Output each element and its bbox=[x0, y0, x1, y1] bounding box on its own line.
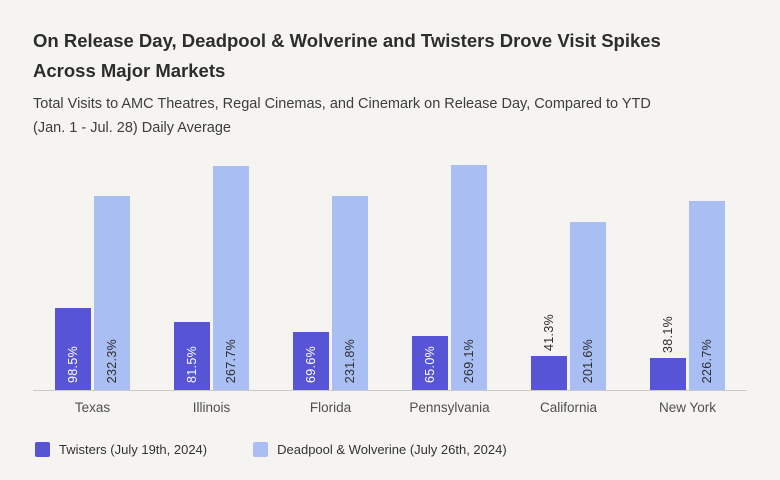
category-label-new-york: New York bbox=[658, 400, 717, 415]
legend-label-twisters: Twisters (July 19th, 2024) bbox=[59, 442, 208, 457]
legend-item-twisters: Twisters (July 19th, 2024) bbox=[35, 442, 207, 457]
bar-value-label: 269.1% bbox=[462, 338, 476, 383]
bar-deadpool-wolverine-california: 201.6% bbox=[570, 221, 606, 390]
plot-area: 98.5% 232.3% 81.5% 267.7% 69.6% 231.8% 65.0% 26… bbox=[33, 156, 747, 391]
category-label-texas: Texas bbox=[74, 400, 111, 415]
bar-value-label: 65.0% bbox=[423, 346, 437, 383]
category-label-pennsylvania: Pennsylvania bbox=[409, 400, 490, 415]
bar-deadpool-wolverine-new-york: 226.7% bbox=[689, 200, 725, 390]
bar-chart: 98.5% 232.3% 81.5% 267.7% 69.6% 231.8% 65.0% 26… bbox=[33, 156, 747, 415]
bar-group-florida: 69.6% 231.8% bbox=[293, 196, 368, 390]
bar-deadpool-wolverine-illinois: 267.7% bbox=[213, 166, 249, 390]
chart-subtitle-line2: (Jan. 1 - Jul. 28) Daily Average bbox=[33, 120, 231, 136]
bar-twisters-illinois: 81.5% bbox=[174, 321, 210, 390]
bar-group-texas: 98.5% 232.3% bbox=[55, 195, 130, 390]
category-label-illinois: Illinois bbox=[192, 400, 231, 415]
bar-deadpool-wolverine-pennsylvania: 269.1% bbox=[451, 165, 487, 390]
bar-value-label: 38.1% bbox=[661, 316, 675, 354]
bar-twisters-new-york: 38.1% bbox=[650, 316, 686, 390]
page-title: On Release Day, Deadpool & Wolverine and… bbox=[33, 26, 747, 86]
bar-twisters-texas: 98.5% bbox=[55, 307, 91, 390]
category-label-florida: Florida bbox=[309, 400, 352, 415]
bar-value-label: 98.5% bbox=[66, 346, 80, 383]
page-title-line2: Across Major Markets bbox=[33, 60, 226, 81]
bar-value-label: 231.8% bbox=[343, 338, 357, 383]
bar-value-label: 81.5% bbox=[185, 346, 199, 383]
legend-swatch-twisters bbox=[35, 442, 50, 457]
legend-label-deadpool-wolverine: Deadpool & Wolverine (July 26th, 2024) bbox=[277, 442, 507, 457]
bar-twisters-florida: 69.6% bbox=[293, 331, 329, 390]
bar-value-label: 226.7% bbox=[700, 338, 714, 383]
chart-subtitle: Total Visits to AMC Theatres, Regal Cine… bbox=[33, 92, 747, 140]
bar-value-label: 41.3% bbox=[542, 313, 556, 351]
bar-group-pennsylvania: 65.0% 269.1% bbox=[412, 165, 487, 390]
chart-subtitle-line1: Total Visits to AMC Theatres, Regal Cine… bbox=[33, 96, 651, 112]
bar-group-california: 41.3% 201.6% bbox=[531, 221, 606, 390]
bar-group-new-york: 38.1% 226.7% bbox=[650, 200, 725, 390]
bar-value-label: 267.7% bbox=[224, 338, 238, 383]
category-axis: Texas Illinois Florida Pennsylvania Californ… bbox=[33, 400, 747, 415]
legend-item-deadpool-wolverine: Deadpool & Wolverine (July 26th, 2024) bbox=[253, 442, 507, 457]
bar-value-label: 69.6% bbox=[304, 346, 318, 383]
bar-value-label: 232.3% bbox=[105, 338, 119, 383]
bar-twisters-pennsylvania: 65.0% bbox=[412, 335, 448, 390]
bar-group-illinois: 81.5% 267.7% bbox=[174, 166, 249, 390]
bar-deadpool-wolverine-texas: 232.3% bbox=[94, 195, 130, 390]
bar-twisters-california: 41.3% bbox=[531, 314, 567, 390]
legend: Twisters (July 19th, 2024) Deadpool & Wol… bbox=[35, 442, 747, 457]
category-label-california: California bbox=[539, 400, 598, 415]
page-title-line1: On Release Day, Deadpool & Wolverine and… bbox=[33, 30, 661, 51]
bar-value-label: 201.6% bbox=[581, 338, 595, 383]
bar-deadpool-wolverine-florida: 231.8% bbox=[332, 196, 368, 390]
legend-swatch-deadpool-wolverine bbox=[253, 442, 269, 457]
